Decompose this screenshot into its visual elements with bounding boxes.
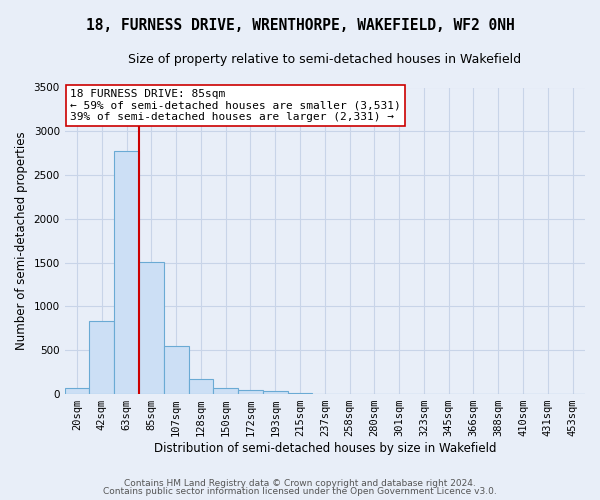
Bar [164,346,188,394]
Bar [65,388,89,394]
Text: Contains public sector information licensed under the Open Government Licence v3: Contains public sector information licen… [103,487,497,496]
Bar [287,393,313,394]
Bar [89,320,114,394]
Bar [139,262,164,394]
Bar [114,150,139,394]
Text: 18 FURNESS DRIVE: 85sqm
← 59% of semi-detached houses are smaller (3,531)
39% of: 18 FURNESS DRIVE: 85sqm ← 59% of semi-de… [70,89,401,122]
X-axis label: Distribution of semi-detached houses by size in Wakefield: Distribution of semi-detached houses by … [154,442,496,455]
Text: Contains HM Land Registry data © Crown copyright and database right 2024.: Contains HM Land Registry data © Crown c… [124,478,476,488]
Text: 18, FURNESS DRIVE, WRENTHORPE, WAKEFIELD, WF2 0NH: 18, FURNESS DRIVE, WRENTHORPE, WAKEFIELD… [86,18,514,32]
Bar [214,388,238,394]
Bar [238,390,263,394]
Y-axis label: Number of semi-detached properties: Number of semi-detached properties [15,132,28,350]
Title: Size of property relative to semi-detached houses in Wakefield: Size of property relative to semi-detach… [128,52,521,66]
Bar [188,379,214,394]
Bar [263,391,287,394]
